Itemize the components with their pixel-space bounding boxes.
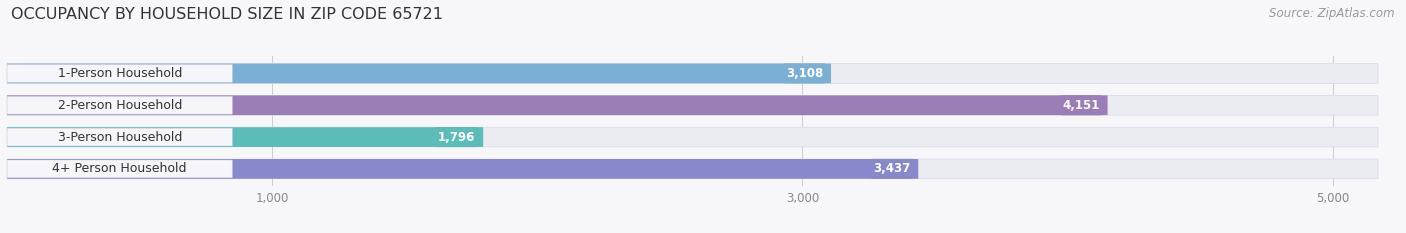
Text: OCCUPANCY BY HOUSEHOLD SIZE IN ZIP CODE 65721: OCCUPANCY BY HOUSEHOLD SIZE IN ZIP CODE …	[11, 7, 443, 22]
Text: 1,796: 1,796	[437, 130, 475, 144]
Text: Source: ZipAtlas.com: Source: ZipAtlas.com	[1270, 7, 1395, 20]
FancyBboxPatch shape	[7, 127, 1378, 147]
FancyBboxPatch shape	[7, 95, 1378, 115]
Text: 4+ Person Household: 4+ Person Household	[52, 162, 187, 175]
FancyBboxPatch shape	[7, 96, 232, 114]
FancyBboxPatch shape	[7, 64, 1378, 83]
FancyBboxPatch shape	[7, 128, 232, 146]
Text: 2-Person Household: 2-Person Household	[58, 99, 181, 112]
Text: 4,151: 4,151	[1063, 99, 1099, 112]
Text: 3-Person Household: 3-Person Household	[58, 130, 181, 144]
FancyBboxPatch shape	[7, 159, 1378, 179]
FancyBboxPatch shape	[7, 64, 831, 83]
FancyBboxPatch shape	[7, 65, 232, 82]
FancyBboxPatch shape	[7, 160, 232, 178]
Text: 3,108: 3,108	[786, 67, 823, 80]
FancyBboxPatch shape	[7, 95, 1108, 115]
FancyBboxPatch shape	[7, 159, 918, 179]
Text: 3,437: 3,437	[873, 162, 910, 175]
FancyBboxPatch shape	[7, 127, 484, 147]
Text: 1-Person Household: 1-Person Household	[58, 67, 181, 80]
